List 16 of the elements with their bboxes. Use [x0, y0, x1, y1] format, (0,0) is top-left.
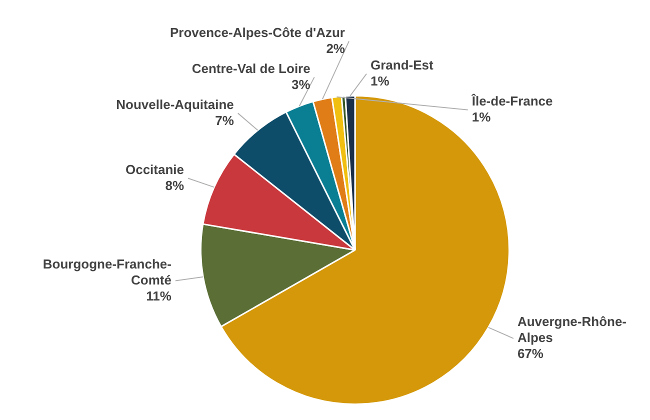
data-label: 2% — [326, 40, 346, 56]
slice-label: Provence-Alpes-Côte d'Azur — [170, 24, 345, 40]
slice-label: Nouvelle-Aquitaine — [116, 96, 234, 112]
data-label: 7% — [215, 112, 234, 128]
data-label: 3% — [292, 76, 311, 92]
slice-label: Bourgogne-Franche-Comté — [42, 256, 172, 288]
slice-label: Centre-Val de Loire — [192, 60, 310, 76]
slice-label: Occitanie — [125, 162, 184, 177]
data-label: 67% — [517, 346, 544, 362]
data-label: 8% — [165, 178, 184, 193]
data-label: 1% — [472, 109, 492, 124]
slice-label: Auvergne-Rhône-Alpes — [517, 314, 627, 346]
data-label: 1% — [370, 73, 390, 88]
slice-label: Île-de-France — [470, 93, 553, 108]
slice-label: Grand-Est — [370, 57, 434, 72]
data-label: 11% — [146, 288, 172, 304]
